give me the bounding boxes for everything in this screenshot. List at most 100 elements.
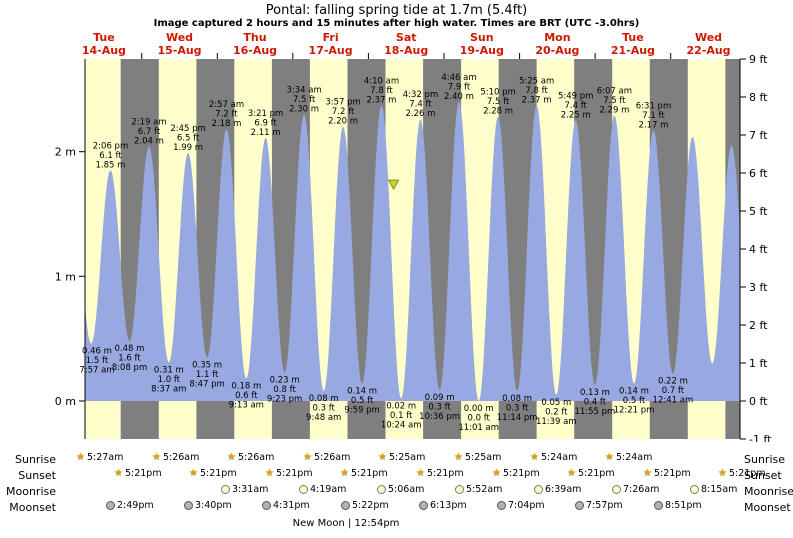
sun-star-icon: ★ (227, 451, 236, 463)
sun-star-icon: ★ (454, 451, 463, 463)
moonset-label-left: Moonset (9, 501, 56, 514)
moonset-entry: 3:40pm (184, 500, 232, 511)
svg-text:2.29 m: 2.29 m (599, 106, 629, 116)
sunrise-label-right: Sunrise (744, 453, 786, 466)
moon-icon (184, 501, 193, 510)
moonrise-row: Moonrise 3:31am 4:19am 5:06am 5:52am 6:39am 7:… (0, 484, 793, 500)
sunset-entry: ★ 5:21pm (567, 468, 615, 479)
sunrise-label-left: Sunrise (14, 453, 56, 466)
day-labels: Tue14-AugWed15-AugThu16-AugFri17-AugSat1… (82, 31, 731, 57)
svg-text:6.7 ft: 6.7 ft (138, 127, 161, 137)
moon-icon (534, 485, 543, 494)
sunset-entry: ★ 5:21pm (340, 468, 388, 479)
moonrise-entry: 4:19am (299, 484, 346, 495)
moonrise-time: 4:19am (310, 484, 347, 495)
svg-text:0.13 m: 0.13 m (580, 388, 610, 398)
svg-text:0.14 m: 0.14 m (347, 387, 377, 397)
svg-text:2.04 m: 2.04 m (134, 137, 164, 147)
moon-icon (497, 501, 506, 510)
svg-text:2.37 m: 2.37 m (367, 96, 397, 106)
moonset-row: Moonset 2:49pm 3:40pm 4:31pm 5:22pm 6:13pm 7:0… (0, 500, 793, 516)
svg-text:6.1 ft: 6.1 ft (99, 151, 122, 161)
moonrise-entry: 5:06am (377, 484, 424, 495)
moonrise-time: 8:15am (701, 484, 738, 495)
sunset-label-right: Sunset (744, 469, 782, 482)
moonrise-entry: 8:15am (690, 484, 737, 495)
moon-icon (299, 485, 308, 494)
sun-star-icon: ★ (567, 467, 576, 479)
sunrise-entry: ★ 5:24am (605, 452, 652, 463)
sunset-time: 5:21pm (502, 468, 540, 479)
svg-text:2.28 m: 2.28 m (483, 107, 513, 117)
moonset-time: 7:57pm (586, 500, 623, 511)
svg-text:3:34 am: 3:34 am (286, 85, 321, 95)
svg-text:2:19 am: 2:19 am (131, 118, 166, 128)
sun-star-icon: ★ (303, 451, 312, 463)
sunset-time: 5:21pm (275, 468, 313, 479)
moonrise-time: 3:31am (232, 484, 269, 495)
svg-text:6:07 am: 6:07 am (597, 87, 632, 97)
svg-text:0.09 m: 0.09 m (425, 393, 455, 403)
day-date: 22-Aug (686, 44, 730, 57)
svg-text:5:49 pm: 5:49 pm (558, 92, 593, 102)
sun-star-icon: ★ (265, 467, 274, 479)
svg-text:1.1 ft: 1.1 ft (196, 370, 219, 380)
sun-star-icon: ★ (340, 467, 349, 479)
svg-text:9:13 am: 9:13 am (229, 401, 264, 411)
sunset-entry: ★ 5:21pm (718, 468, 766, 479)
moonset-entry: 2:49pm (106, 500, 154, 511)
sunrise-entry: ★ 5:25am (454, 452, 501, 463)
svg-text:8:47 pm: 8:47 pm (189, 379, 224, 389)
svg-text:3:57 pm: 3:57 pm (325, 98, 360, 108)
moonset-entry: 8:51pm (654, 500, 702, 511)
svg-text:0.48 m: 0.48 m (115, 344, 145, 354)
svg-text:1.6 ft: 1.6 ft (118, 354, 141, 364)
moonrise-entry: 6:39am (534, 484, 581, 495)
moonrise-time: 6:39am (545, 484, 582, 495)
svg-text:7:57 am: 7:57 am (79, 366, 114, 376)
sun-star-icon: ★ (189, 467, 198, 479)
svg-text:2.17 m: 2.17 m (639, 121, 669, 131)
svg-text:0.1 ft: 0.1 ft (390, 411, 413, 421)
svg-text:2.40 m: 2.40 m (444, 92, 474, 102)
sun-star-icon: ★ (152, 451, 161, 463)
day-date: 19-Aug (460, 44, 504, 57)
svg-text:2:57 am: 2:57 am (209, 100, 244, 110)
sunrise-entry: ★ 5:26am (303, 452, 350, 463)
svg-text:0.2 ft: 0.2 ft (545, 407, 568, 417)
moonrise-time: 5:52am (466, 484, 503, 495)
svg-text:2.25 m: 2.25 m (561, 111, 591, 121)
svg-text:0.3 ft: 0.3 ft (506, 404, 529, 414)
svg-text:7.5 ft: 7.5 ft (487, 97, 510, 107)
svg-text:9:48 am: 9:48 am (306, 413, 341, 423)
svg-text:7.1 ft: 7.1 ft (642, 111, 665, 121)
sunset-entry: ★ 5:21pm (416, 468, 464, 479)
moonrise-entry: 5:52am (455, 484, 502, 495)
moonset-entry: 4:31pm (262, 500, 310, 511)
svg-text:12:41 am: 12:41 am (653, 396, 694, 406)
current-tide-marker (387, 179, 400, 191)
sunset-time: 5:21pm (653, 468, 691, 479)
sunrise-row: Sunrise ★ 5:27am ★ 5:26am ★ 5:26am ★ 5:26am ★ 5:25… (0, 452, 793, 468)
svg-text:2.20 m: 2.20 m (328, 117, 358, 127)
svg-text:9 ft: 9 ft (749, 53, 768, 66)
moonset-time: 5:22pm (352, 500, 389, 511)
moonset-entry: 5:22pm (341, 500, 389, 511)
svg-text:0.6 ft: 0.6 ft (235, 391, 258, 401)
moon-icon (654, 501, 663, 510)
y-axis-left: 2 m 1 m 0 m (55, 59, 86, 439)
moonset-time: 7:04pm (508, 500, 545, 511)
svg-text:0 ft: 0 ft (749, 395, 768, 408)
moon-icon (612, 485, 621, 494)
sunset-entry: ★ 5:21pm (189, 468, 237, 479)
svg-text:7.2 ft: 7.2 ft (332, 107, 355, 117)
svg-text:9:23 pm: 9:23 pm (267, 394, 302, 404)
sun-star-icon: ★ (643, 467, 652, 479)
svg-text:2 m: 2 m (55, 146, 76, 159)
svg-text:12:21 pm: 12:21 pm (614, 406, 655, 416)
sunset-entry: ★ 5:21pm (265, 468, 313, 479)
svg-text:6.5 ft: 6.5 ft (177, 133, 200, 143)
sunrise-entry: ★ 5:24am (530, 452, 577, 463)
y-axis-right: 9 ft 8 ft 7 ft 6 ft 5 ft 4 ft 3 ft 2 ft 1 ft 0 ft… (739, 53, 772, 442)
sunset-entry: ★ 5:21pm (492, 468, 540, 479)
